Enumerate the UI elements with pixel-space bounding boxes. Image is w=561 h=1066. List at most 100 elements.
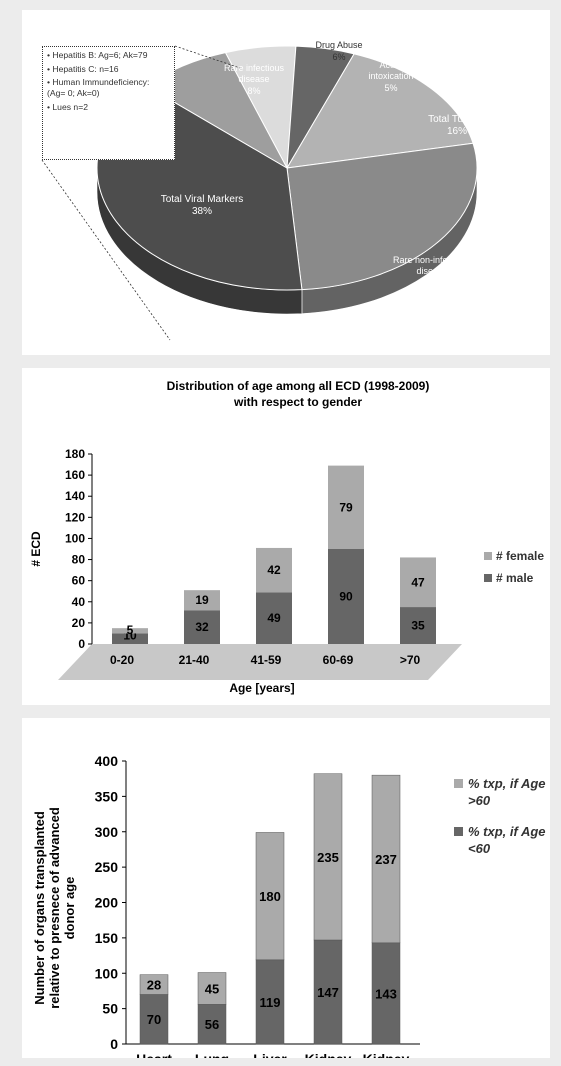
bar-segment [328,549,364,644]
y-tick-label: 100 [95,965,119,981]
bar-segment [112,633,148,644]
bar-value-label: 56 [205,1017,219,1032]
y-tick-label: 250 [95,859,119,875]
x-tick-label: 0-20 [110,653,134,667]
callout-item: • Hepatitis C: n=16 [47,63,119,74]
bar-value-label: 42 [267,563,281,577]
y-tick-label: 80 [72,553,86,567]
y-tick-label: 20 [72,616,86,630]
bar-segment [371,942,401,1045]
legend-swatch [484,552,492,560]
x-tick-label: 41-59 [251,653,282,667]
bar-value-label: 237 [375,852,397,867]
pie-slice [286,53,474,169]
bar-segment [313,939,343,1045]
chart-title: with respect to gender [233,395,362,409]
y-axis-label: Number of organs transplanted [32,811,47,1005]
bar-value-label: 35 [411,619,425,633]
y-tick-label: 60 [72,574,86,588]
y-tick-label: 40 [72,595,86,609]
bar-value-label: 45 [205,981,219,996]
bar-value-label: 147 [317,985,339,1000]
pie-slice [286,142,478,291]
slice-label: intoxication [368,71,413,81]
bar-segment [139,994,169,1045]
slice-percent: 16% [447,126,467,137]
slice-label: disease [238,74,269,84]
x-tick-label: 21-40 [179,653,210,667]
slice-percent: 27% [423,278,441,288]
callout-line [41,159,171,341]
bar-segment [197,1004,227,1045]
slice-label: Total Tumour [428,114,486,125]
bar-value-label: 70 [147,1012,161,1027]
callout-item: • Lues n=2 [47,101,88,112]
bar-segment [371,774,401,944]
bar-value-label: 180 [259,889,281,904]
bar-segment [197,972,227,1005]
x-tick-label: Liver [253,1051,287,1058]
x-tick-label: Lung [195,1051,229,1058]
x-axis-label: Age [years] [229,681,294,695]
chart-title: Distribution of age among all ECD (1998-… [167,379,430,393]
y-axis-label: relative to presnece of advanced [47,807,62,1009]
legend-swatch [484,574,492,582]
legend-swatch [454,827,463,836]
viral-markers-callout: • Hepatitis B: Ag=6; Ak=79 • Hepatitis C… [42,46,175,160]
bar-segment [112,628,148,634]
organs-chart-panel: 0 50 100 150 200 250 300 350 400 Number of organs… [22,718,550,1058]
slice-label: Drug Abuse [315,40,362,50]
x-tick-label: 60-69 [323,653,354,667]
slice-percent: 6% [332,52,345,62]
y-tick-label: 100 [65,531,85,545]
bar-segment [328,465,364,549]
legend-label: # male [496,571,534,585]
bar-segment [184,590,220,611]
x-tick-label: Kidney [305,1051,352,1058]
slice-label: Rare non-infectious [393,255,472,265]
age-gender-chart-panel: Distribution of age among all ECD (1998-… [22,368,550,705]
legend-label: <60 [468,841,491,856]
bar-segment [256,592,292,644]
legend-label: # female [496,549,544,563]
legend-label: % txp, if Age [468,776,546,791]
slice-label: Acute [379,60,402,70]
bar-segment [313,773,343,941]
legend-label: >60 [468,793,491,808]
bar-value-label: 32 [195,620,209,634]
bar-value-label: 90 [339,590,353,604]
bar-segment [400,607,436,644]
bar-value-label: 49 [267,611,281,625]
bar-segment [400,557,436,608]
legend-swatch [454,779,463,788]
bar-value-label: 119 [260,995,281,1010]
bar-segment [255,832,285,961]
y-tick-label: 150 [95,930,119,946]
bar-value-label: 79 [339,500,353,514]
y-tick-label: 0 [110,1036,118,1052]
x-tick-label: Kidney [363,1051,410,1058]
y-tick-label: 200 [95,895,119,911]
slice-label: disease [416,266,447,276]
bar-value-label: 143 [375,986,397,1001]
slice-percent: 38% [192,206,212,217]
y-tick-label: 120 [65,510,85,524]
y-tick-label: 180 [65,447,85,461]
bar-segment [256,547,292,593]
bar-value-label: 28 [147,978,161,993]
y-tick-label: 400 [95,753,119,769]
legend-label: % txp, if Age [468,824,546,839]
bar-value-label: 19 [195,593,209,607]
y-tick-label: 140 [65,489,85,503]
y-axis-label: # ECD [29,531,43,567]
callout-item: • Human Immundeficiency: (Ag= 0; Ak=0) [47,77,150,99]
chart-floor [58,644,462,680]
bar-segment [184,610,220,644]
bar-value-label: 5 [127,623,134,637]
bar-value-label: 47 [411,575,425,589]
y-tick-label: 300 [95,824,119,840]
x-tick-label: >70 [400,653,421,667]
x-tick-label: Heart [136,1051,172,1058]
y-axis-label: donor age [62,877,77,940]
slice-percent: 5% [384,83,397,93]
